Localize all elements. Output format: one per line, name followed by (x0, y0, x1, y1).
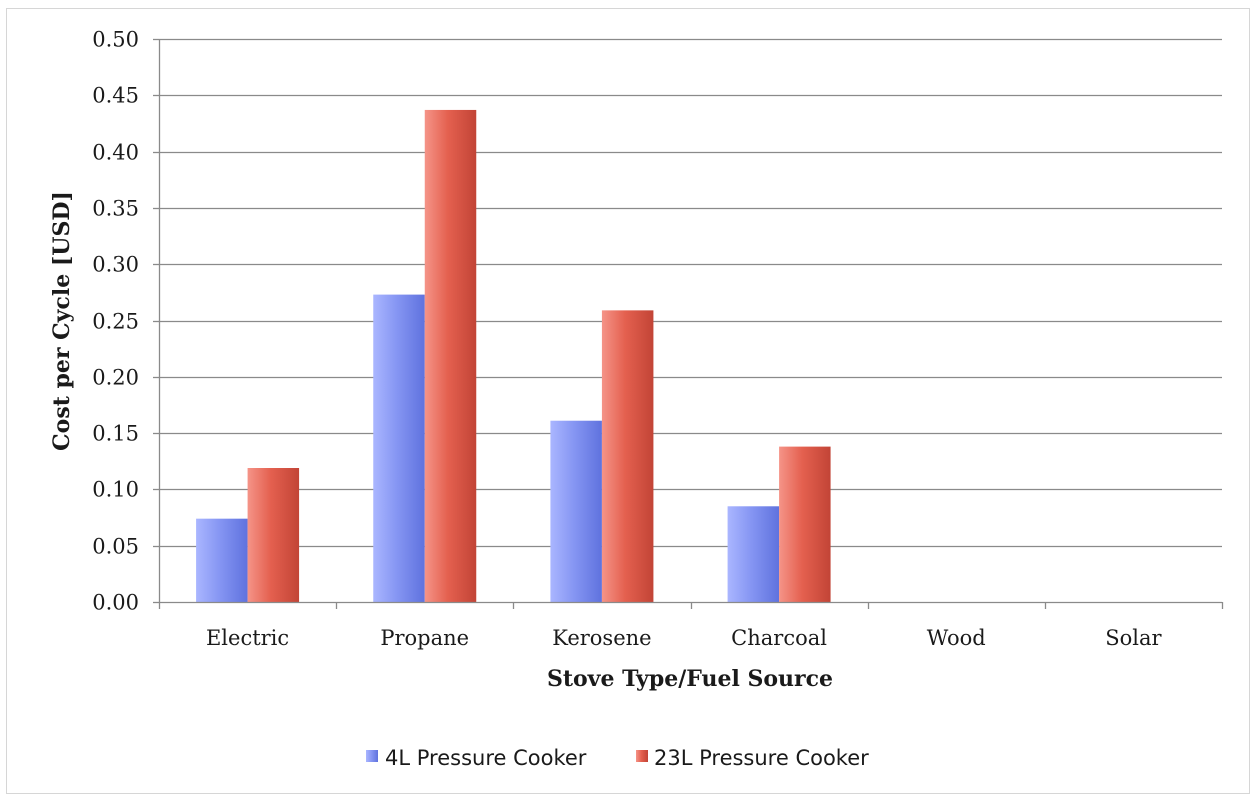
legend-swatch-23l (636, 750, 648, 762)
x-tick-label: Charcoal (731, 626, 827, 650)
y-tick-label: 0.35 (92, 197, 139, 221)
y-tick-label: 0.25 (92, 310, 139, 334)
y-tick-label: 0.30 (92, 253, 139, 277)
bar-charcoal-series-0 (727, 506, 780, 602)
axes (158, 39, 1224, 609)
x-tick-label: Wood (927, 626, 986, 650)
bar-propane-series-0 (373, 294, 425, 602)
bar-kerosene-series-0 (550, 420, 602, 602)
y-tick-label: 0.05 (92, 535, 139, 559)
x-tick-label: Electric (206, 626, 289, 650)
y-axis-title: Cost per Cycle [USD] (49, 191, 75, 451)
y-tick-label: 0.15 (92, 422, 139, 446)
legend: 4L Pressure Cooker 23L Pressure Cooker (366, 746, 869, 770)
bars (196, 109, 831, 603)
x-tick-label: Propane (380, 626, 469, 650)
bar-electric-series-1 (247, 468, 300, 602)
bar-electric-series-0 (196, 518, 248, 602)
y-tick-label: 0.10 (92, 478, 139, 502)
x-tick-label: Kerosene (552, 626, 651, 650)
x-tick-labels: Electric Propane Kerosene Charcoal Wood Solar (206, 626, 1163, 650)
legend-swatch-4l (366, 750, 378, 762)
legend-label-4l: 4L Pressure Cooker (385, 746, 587, 770)
legend-item-23l: 23L Pressure Cooker (636, 746, 869, 770)
legend-label-23l: 23L Pressure Cooker (654, 746, 869, 770)
y-tick-label: 0.45 (92, 84, 139, 108)
y-tick-label: 0.20 (92, 366, 139, 390)
y-tick-label: 0.40 (92, 141, 139, 165)
legend-item-4l: 4L Pressure Cooker (366, 746, 587, 770)
gridlines (153, 38, 1222, 604)
x-axis-title: Stove Type/Fuel Source (547, 666, 833, 692)
bar-kerosene-series-1 (601, 310, 654, 602)
bar-propane-series-1 (424, 109, 477, 603)
y-tick-labels: 0.00 0.05 0.10 0.15 0.20 0.25 0.30 0.35 0.40 0.45… (92, 28, 139, 615)
bar-charcoal-series-1 (779, 446, 831, 602)
y-tick-label: 0.00 (92, 591, 139, 615)
x-tick-label: Solar (1105, 626, 1162, 650)
y-tick-label: 0.50 (92, 28, 139, 52)
